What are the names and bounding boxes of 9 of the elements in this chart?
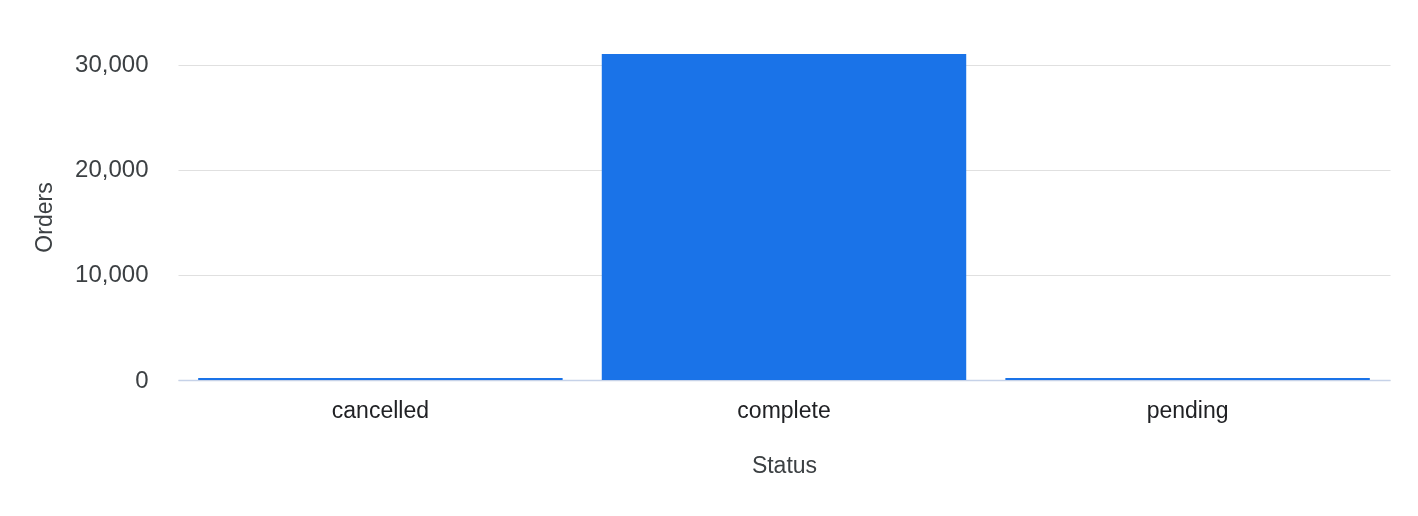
x-tick-label: cancelled: [331, 396, 429, 423]
y-tick-label: 0: [135, 365, 149, 393]
y-axis-title: Orders: [31, 182, 58, 253]
y-tick-label: 10,000: [75, 260, 149, 288]
y-tick-label: 30,000: [75, 50, 149, 78]
x-tick-label: pending: [1146, 396, 1229, 423]
x-axis-title: Status: [751, 451, 818, 478]
x-tick-label: complete: [737, 396, 831, 423]
y-tick-label: 20,000: [75, 155, 149, 183]
